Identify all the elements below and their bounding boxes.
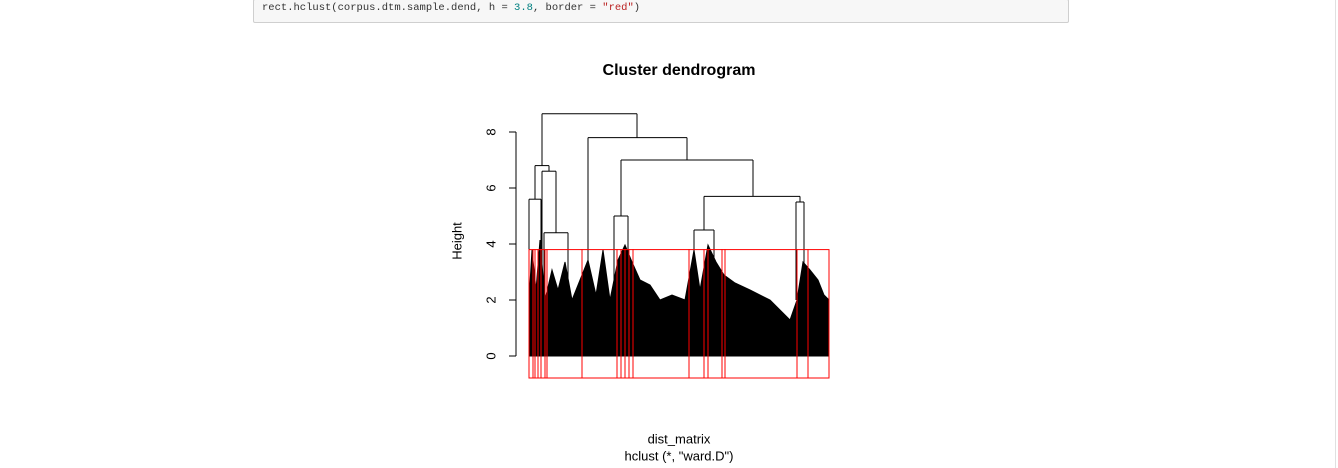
code-cell: rect.hclust(corpus.dtm.sample.dend, h = …: [253, 0, 1069, 23]
y-tick-label: 0: [483, 352, 498, 359]
code-text: , border =: [532, 2, 603, 14]
code-text: ): [633, 2, 641, 14]
chart-title: Cluster dendrogram: [603, 62, 756, 79]
code-text: rect.hclust(corpus.dtm.sample.dend, h =: [262, 2, 515, 14]
cluster-border: [807, 249, 830, 379]
y-tick-label: 2: [483, 296, 498, 303]
y-tick-label: 4: [483, 240, 498, 247]
leaf-mass: [528, 239, 830, 357]
code-line: rect.hclust(corpus.dtm.sample.dend, h = …: [262, 2, 640, 14]
scroll-edge: [1335, 0, 1336, 468]
code-number: 3.8: [514, 2, 533, 14]
y-axis-label: Height: [449, 222, 464, 260]
y-tick-label: 6: [483, 184, 498, 191]
y-tick-label: 8: [483, 128, 498, 135]
x-axis-label: dist_matrix: [648, 431, 711, 446]
sub-label: hclust (*, "ward.D"): [625, 448, 734, 463]
code-string: "red": [602, 2, 634, 14]
